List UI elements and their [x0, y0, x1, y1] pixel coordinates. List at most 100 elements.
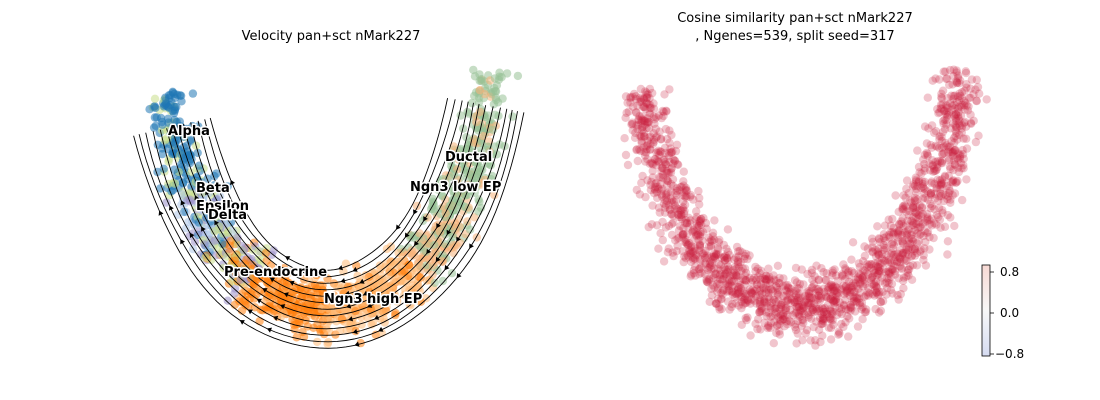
- cell-point: [475, 70, 484, 79]
- cell-point: [691, 251, 701, 260]
- cell-point: [819, 284, 828, 293]
- streamline-arrow: [285, 256, 291, 261]
- cell-point: [921, 237, 930, 247]
- cell-point: [826, 335, 836, 344]
- cell-point: [951, 122, 961, 131]
- cell-point: [969, 90, 978, 99]
- cell-point: [670, 156, 679, 165]
- cell-point: [868, 237, 878, 247]
- cell-point: [740, 299, 750, 308]
- cell-point: [164, 91, 174, 100]
- cell-point: [645, 84, 655, 94]
- cell-point: [920, 166, 929, 175]
- cell-point: [324, 304, 333, 313]
- cell-point: [954, 167, 964, 177]
- cell-point: [668, 175, 678, 184]
- cell-point: [746, 331, 755, 340]
- cell-point: [787, 295, 796, 304]
- cluster-label-epsilon: Epsilon: [196, 199, 249, 214]
- cell-point: [393, 257, 402, 267]
- cell-point: [634, 121, 643, 130]
- streamline: [190, 101, 469, 291]
- cell-point: [269, 306, 279, 316]
- cell-point: [937, 94, 946, 103]
- cell-point: [877, 273, 887, 282]
- cell-point: [240, 284, 250, 293]
- cell-point: [781, 291, 791, 300]
- cell-point: [810, 272, 819, 281]
- cell-point: [638, 123, 647, 132]
- cell-point: [855, 294, 864, 303]
- cell-point: [492, 150, 502, 159]
- cell-point: [732, 242, 742, 252]
- cell-point: [794, 294, 803, 303]
- cell-point: [886, 285, 896, 295]
- cell-point: [665, 85, 674, 94]
- streamline-arrow: [280, 304, 286, 310]
- cell-point: [773, 321, 782, 330]
- cell-point: [696, 257, 705, 266]
- cell-point: [662, 168, 671, 178]
- cell-point: [856, 278, 865, 287]
- cell-point: [686, 192, 695, 201]
- cell-point: [775, 279, 784, 288]
- cell-point: [637, 133, 646, 142]
- cell-point: [919, 251, 928, 260]
- cell-point: [692, 223, 702, 232]
- cell-point: [943, 237, 953, 246]
- cell-point: [749, 273, 759, 283]
- cluster-label-beta: Beta: [196, 181, 230, 196]
- cell-point: [939, 67, 948, 76]
- cell-point: [150, 94, 160, 104]
- streamline-arrow: [201, 226, 206, 232]
- cell-point: [781, 304, 790, 313]
- cell-point: [807, 294, 816, 303]
- cell-point: [736, 292, 745, 302]
- cell-point: [764, 292, 773, 302]
- cell-point: [686, 249, 695, 258]
- cell-point: [897, 219, 906, 228]
- cell-point: [170, 102, 179, 112]
- streamline-arrow: [289, 280, 295, 286]
- cell-point: [834, 330, 843, 339]
- cell-point: [854, 284, 863, 293]
- cell-point: [628, 118, 637, 127]
- cell-point: [426, 233, 436, 242]
- cell-point: [773, 290, 783, 300]
- cell-point: [811, 336, 820, 345]
- cell-point: [736, 284, 746, 293]
- cell-point: [803, 308, 812, 317]
- cell-point: [940, 172, 950, 182]
- right-plot-title-line2: , Ngenes=539, split seed=317: [695, 29, 894, 44]
- streamline-arrow: [247, 309, 253, 315]
- streamline: [166, 106, 494, 317]
- cell-point: [862, 305, 871, 314]
- cell-point: [671, 236, 680, 245]
- cell-point: [674, 210, 683, 219]
- cell-point: [913, 223, 923, 232]
- streamline: [145, 109, 513, 336]
- cell-point: [832, 297, 841, 307]
- cell-point: [672, 191, 682, 200]
- cell-point: [756, 266, 766, 275]
- cell-point: [959, 154, 968, 163]
- cell-point: [937, 175, 947, 184]
- cluster-label-pre-endocrine: Pre-endocrine: [224, 265, 327, 280]
- cell-point: [907, 230, 916, 240]
- cell-point: [930, 166, 939, 176]
- cell-point: [901, 221, 911, 230]
- cell-point: [915, 230, 924, 239]
- cell-point: [975, 89, 984, 98]
- cell-point: [932, 142, 942, 151]
- cell-point: [942, 141, 951, 150]
- streamline: [133, 112, 525, 349]
- cell-point: [696, 227, 705, 237]
- cell-point: [888, 228, 897, 237]
- cell-point: [880, 221, 890, 230]
- cell-point: [736, 280, 745, 290]
- cell-point: [943, 110, 952, 120]
- cell-point: [817, 264, 826, 273]
- cell-point: [870, 279, 879, 288]
- cell-point: [874, 234, 884, 243]
- cell-point: [720, 256, 729, 265]
